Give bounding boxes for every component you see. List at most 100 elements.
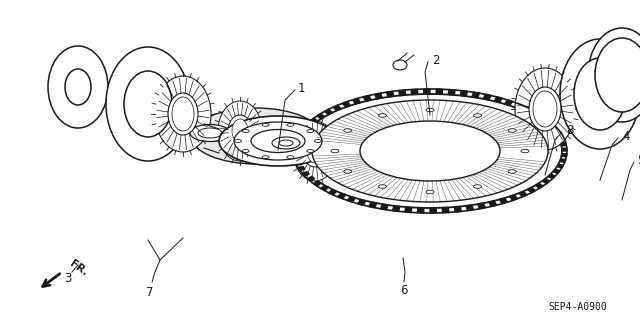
Text: 1: 1	[298, 81, 305, 94]
Ellipse shape	[307, 130, 314, 132]
Polygon shape	[551, 126, 557, 130]
Text: FR.: FR.	[68, 258, 90, 278]
Ellipse shape	[360, 121, 500, 181]
Ellipse shape	[508, 170, 516, 173]
Polygon shape	[515, 103, 522, 109]
Polygon shape	[542, 179, 550, 184]
Ellipse shape	[595, 38, 640, 112]
Polygon shape	[548, 174, 556, 179]
Ellipse shape	[234, 122, 322, 160]
Polygon shape	[499, 198, 508, 204]
Ellipse shape	[303, 135, 327, 167]
Polygon shape	[405, 207, 412, 212]
Ellipse shape	[331, 149, 339, 153]
Polygon shape	[324, 109, 332, 115]
Polygon shape	[504, 100, 513, 106]
Ellipse shape	[219, 116, 337, 166]
Ellipse shape	[65, 69, 91, 105]
Ellipse shape	[242, 130, 249, 132]
Polygon shape	[436, 89, 443, 94]
Ellipse shape	[251, 130, 305, 152]
Polygon shape	[532, 111, 540, 117]
Ellipse shape	[474, 185, 481, 188]
Ellipse shape	[124, 71, 172, 137]
Ellipse shape	[228, 115, 252, 147]
Polygon shape	[454, 206, 461, 212]
Polygon shape	[338, 193, 346, 199]
Ellipse shape	[314, 139, 321, 143]
Ellipse shape	[560, 39, 640, 149]
Ellipse shape	[287, 156, 294, 159]
Ellipse shape	[307, 139, 323, 163]
Text: SEP4-A0900: SEP4-A0900	[548, 302, 607, 312]
Ellipse shape	[344, 170, 352, 173]
Ellipse shape	[172, 97, 194, 131]
Ellipse shape	[262, 123, 269, 126]
Ellipse shape	[378, 114, 387, 117]
Polygon shape	[545, 121, 552, 126]
Text: 7: 7	[147, 286, 154, 299]
Ellipse shape	[48, 46, 108, 128]
Polygon shape	[442, 207, 449, 213]
Text: 5: 5	[637, 153, 640, 167]
Polygon shape	[553, 169, 560, 174]
Ellipse shape	[262, 156, 269, 159]
Ellipse shape	[191, 108, 321, 164]
Polygon shape	[562, 148, 567, 151]
Ellipse shape	[344, 129, 352, 132]
Ellipse shape	[190, 124, 230, 142]
Polygon shape	[527, 188, 536, 193]
Ellipse shape	[521, 149, 529, 153]
Polygon shape	[448, 90, 455, 95]
Text: 4: 4	[622, 130, 630, 143]
Polygon shape	[559, 137, 564, 141]
Ellipse shape	[293, 121, 337, 181]
Polygon shape	[293, 151, 298, 154]
Polygon shape	[535, 183, 543, 188]
Ellipse shape	[508, 129, 516, 132]
Polygon shape	[329, 189, 337, 195]
Polygon shape	[342, 101, 351, 107]
Polygon shape	[411, 89, 418, 94]
Polygon shape	[472, 92, 479, 98]
Ellipse shape	[588, 28, 640, 122]
Text: 8: 8	[566, 123, 573, 137]
Polygon shape	[296, 134, 303, 138]
Ellipse shape	[272, 137, 300, 149]
Text: 2: 2	[432, 54, 440, 66]
Ellipse shape	[279, 140, 293, 146]
Ellipse shape	[298, 94, 562, 208]
Polygon shape	[561, 143, 566, 146]
Polygon shape	[524, 107, 531, 113]
Ellipse shape	[307, 150, 314, 152]
Polygon shape	[392, 206, 400, 211]
Polygon shape	[374, 93, 382, 99]
Polygon shape	[369, 202, 377, 208]
Ellipse shape	[287, 123, 294, 126]
Ellipse shape	[155, 76, 211, 152]
Ellipse shape	[198, 128, 222, 138]
Polygon shape	[477, 203, 485, 209]
Polygon shape	[310, 118, 318, 123]
Polygon shape	[305, 123, 312, 128]
Polygon shape	[555, 131, 562, 135]
Polygon shape	[294, 156, 300, 160]
Ellipse shape	[574, 58, 626, 130]
Polygon shape	[561, 154, 567, 157]
Polygon shape	[302, 172, 309, 176]
Ellipse shape	[533, 91, 557, 127]
Polygon shape	[539, 116, 547, 121]
Polygon shape	[399, 90, 406, 95]
Text: 3: 3	[64, 271, 72, 285]
Polygon shape	[358, 199, 366, 205]
Ellipse shape	[474, 114, 481, 117]
Polygon shape	[300, 129, 307, 133]
Polygon shape	[317, 114, 324, 119]
Polygon shape	[295, 161, 301, 165]
Polygon shape	[321, 185, 328, 191]
Ellipse shape	[218, 101, 262, 161]
Ellipse shape	[426, 190, 434, 194]
Polygon shape	[560, 159, 566, 162]
Polygon shape	[348, 197, 355, 202]
Ellipse shape	[312, 100, 548, 202]
